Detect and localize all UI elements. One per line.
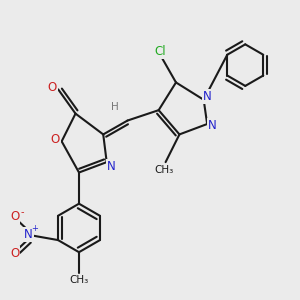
Text: N: N (106, 160, 115, 173)
Text: O: O (47, 81, 57, 94)
Text: Cl: Cl (154, 46, 166, 59)
Text: N: N (24, 228, 33, 242)
Text: -: - (21, 207, 24, 217)
Text: O: O (51, 133, 60, 146)
Text: O: O (10, 210, 19, 223)
Text: N: N (203, 90, 212, 103)
Text: CH₃: CH₃ (154, 165, 173, 175)
Text: N: N (208, 119, 217, 132)
Text: +: + (31, 224, 38, 233)
Text: H: H (112, 102, 119, 112)
Text: O: O (10, 247, 19, 260)
Text: CH₃: CH₃ (69, 275, 88, 285)
